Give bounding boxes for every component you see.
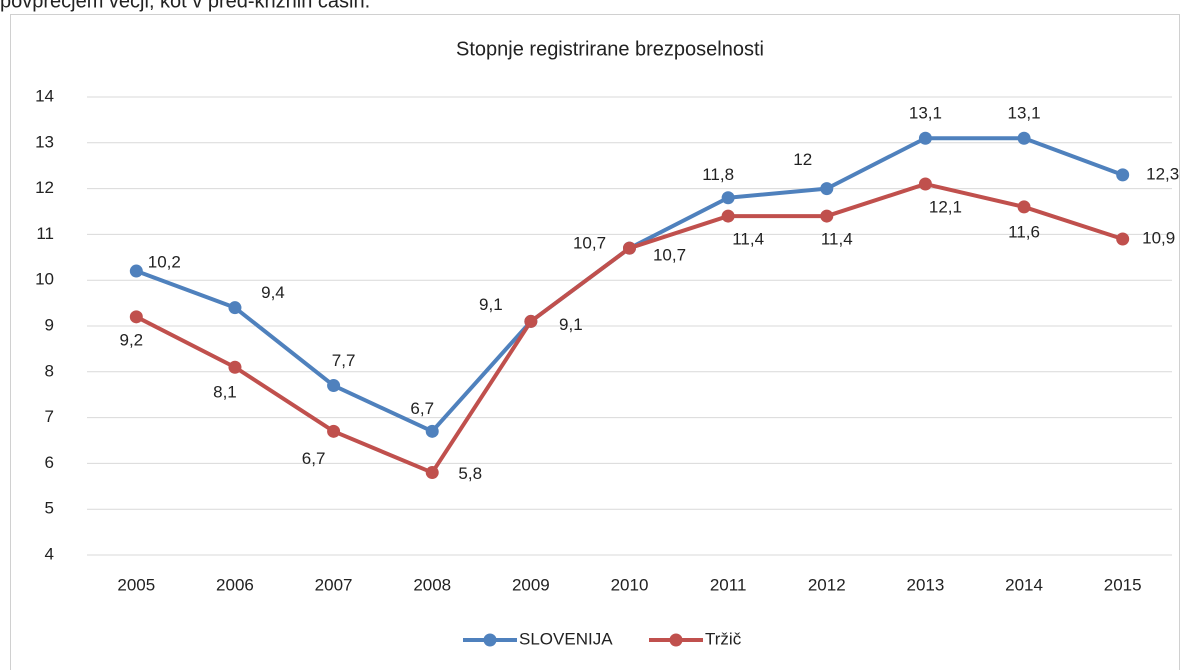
- data-label: 12,1: [929, 198, 962, 217]
- x-tick-label: 2010: [611, 575, 649, 594]
- data-point: [425, 466, 439, 480]
- y-tick-label: 6: [45, 453, 54, 472]
- y-tick-label: 12: [35, 178, 54, 197]
- data-point: [327, 424, 341, 438]
- x-tick-label: 2005: [117, 575, 155, 594]
- data-point: [228, 301, 242, 315]
- data-point: [1116, 168, 1130, 182]
- x-tick-label: 2011: [710, 575, 747, 594]
- data-label: 11,4: [821, 230, 853, 249]
- data-label: 11,6: [1008, 222, 1040, 241]
- x-tick-label: 2015: [1104, 575, 1142, 594]
- data-label: 5,8: [458, 464, 482, 483]
- y-tick-label: 13: [35, 132, 54, 151]
- x-tick-label: 2009: [512, 575, 550, 594]
- data-label: 9,1: [559, 315, 583, 334]
- x-tick-label: 2008: [413, 575, 451, 594]
- x-tick-label: 2013: [906, 575, 944, 594]
- y-tick-label: 9: [45, 315, 54, 334]
- data-point: [1116, 232, 1130, 246]
- legend-marker: [483, 633, 497, 647]
- data-label: 6,7: [302, 449, 326, 468]
- data-point: [820, 182, 834, 196]
- legend-label: Tržič: [705, 629, 742, 648]
- data-point: [721, 191, 735, 205]
- data-point: [1017, 131, 1031, 145]
- data-point: [228, 360, 242, 374]
- series-line: [135, 182, 1124, 475]
- y-tick-label: 11: [36, 224, 54, 243]
- legend-label: SLOVENIJA: [519, 629, 613, 648]
- data-label: 12,3: [1146, 164, 1179, 183]
- x-tick-label: 2014: [1005, 575, 1043, 594]
- y-tick-label: 4: [45, 544, 54, 563]
- data-label: 10,9: [1142, 228, 1175, 247]
- data-label: 7,7: [332, 351, 356, 370]
- context-text: povprečjem večji, kot v pred-kriznih čas…: [0, 0, 370, 12]
- x-tick-label: 2006: [216, 575, 254, 594]
- data-point: [820, 209, 834, 223]
- y-tick-label: 5: [45, 499, 54, 518]
- data-point: [623, 241, 636, 255]
- y-tick-label: 14: [35, 86, 54, 105]
- data-point: [129, 310, 143, 324]
- data-point: [327, 379, 341, 393]
- data-label: 10,7: [573, 234, 606, 253]
- legend-marker: [669, 633, 683, 647]
- data-point: [129, 264, 143, 278]
- data-label: 13,1: [909, 104, 942, 123]
- data-label: 9,1: [479, 295, 503, 314]
- data-label: 13,1: [1007, 104, 1040, 123]
- x-tick-label: 2007: [315, 575, 353, 594]
- data-point: [425, 424, 439, 438]
- y-tick-label: 8: [45, 361, 54, 380]
- data-label: 10,2: [148, 253, 181, 272]
- data-label: 8,1: [213, 383, 237, 402]
- chart-title: Stopnje registrirane brezposelnosti: [456, 38, 764, 60]
- data-label: 10,7: [653, 246, 686, 265]
- chart-frame: [10, 14, 1180, 670]
- data-label: 12: [793, 150, 812, 169]
- data-label: 11,8: [702, 165, 734, 184]
- data-point: [918, 131, 932, 145]
- data-point: [524, 314, 538, 328]
- data-point: [721, 209, 735, 223]
- data-label: 6,7: [410, 399, 434, 418]
- data-label: 9,4: [261, 283, 285, 302]
- y-tick-label: 10: [35, 270, 54, 289]
- data-point: [918, 177, 932, 191]
- y-tick-label: 7: [45, 407, 54, 426]
- x-tick-label: 2012: [808, 575, 846, 594]
- data-label: 11,4: [732, 230, 764, 249]
- data-point: [1017, 200, 1031, 214]
- data-label: 9,2: [119, 330, 143, 349]
